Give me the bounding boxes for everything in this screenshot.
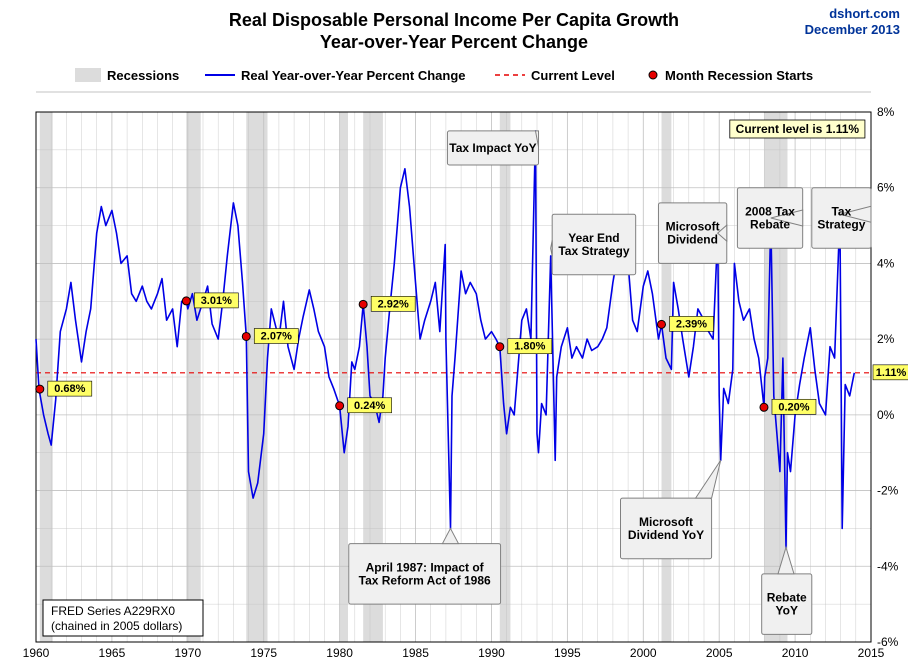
callout-text: Tax Reform Act of 1986: [359, 573, 491, 587]
y-tick-label: -2%: [877, 484, 899, 498]
legend-swatch-marker: [649, 71, 657, 79]
marker-label: 2.07%: [261, 330, 292, 342]
x-tick-label: 1965: [99, 646, 126, 660]
y-tick-label: -4%: [877, 559, 899, 573]
fred-line1: FRED Series A229RX0: [51, 604, 175, 618]
callout-text: Microsoft: [666, 220, 720, 234]
fred-line2: (chained in 2005 dollars): [51, 619, 182, 633]
recession-start-marker: [242, 332, 250, 340]
callout-text: Year End: [568, 231, 619, 245]
x-tick-label: 1985: [402, 646, 429, 660]
y-tick-label: 0%: [877, 408, 895, 422]
callout-text: April 1987: Impact of: [366, 560, 485, 574]
y-tick-label: 2%: [877, 332, 895, 346]
callout-text: Tax Strategy: [558, 244, 629, 258]
y-tick-label: 8%: [877, 105, 895, 119]
marker-label: 0.20%: [778, 401, 809, 413]
callout-text: Dividend YoY: [628, 528, 704, 542]
x-tick-label: 1990: [478, 646, 505, 660]
marker-label: 2.92%: [378, 298, 409, 310]
callout-text: Rebate: [750, 218, 790, 232]
x-tick-label: 1975: [250, 646, 277, 660]
recession-start-marker: [760, 403, 768, 411]
x-tick-label: 1980: [326, 646, 353, 660]
legend-recessions: Recessions: [107, 68, 179, 83]
x-tick-label: 1995: [554, 646, 581, 660]
legend-marker: Month Recession Starts: [665, 68, 813, 83]
recession-start-marker: [359, 300, 367, 308]
x-tick-label: 2005: [706, 646, 733, 660]
legend-swatch-recessions: [75, 68, 101, 82]
recession-start-marker: [336, 402, 344, 410]
x-tick-label: 1970: [174, 646, 201, 660]
chart-title-1: Real Disposable Personal Income Per Capi…: [229, 10, 679, 30]
recession-start-marker: [657, 320, 665, 328]
recession-start-marker: [36, 385, 44, 393]
callout-text: Strategy: [817, 218, 865, 232]
marker-label: 2.39%: [676, 318, 707, 330]
x-tick-label: 2000: [630, 646, 657, 660]
marker-label: 0.24%: [354, 400, 385, 412]
y-tick-label: 4%: [877, 256, 895, 270]
chart-title-2: Year-over-Year Percent Change: [320, 32, 588, 52]
current-level-text: Current level is 1.11%: [736, 122, 860, 136]
callout-text: Tax Impact YoY: [449, 141, 536, 155]
x-tick-label: 2010: [782, 646, 809, 660]
y-tick-label: -6%: [877, 635, 899, 649]
source-site: dshort.com: [829, 6, 900, 21]
callout-text: YoY: [776, 604, 798, 618]
marker-label: 3.01%: [201, 295, 232, 307]
source-date: December 2013: [805, 22, 900, 37]
callout-text: Rebate: [767, 591, 807, 605]
x-tick-label: 1960: [23, 646, 50, 660]
recession-start-marker: [496, 343, 504, 351]
legend-current: Current Level: [531, 68, 615, 83]
callout-text: Tax: [831, 205, 851, 219]
callout-text: Microsoft: [639, 515, 693, 529]
callout-text: Dividend: [667, 233, 718, 247]
y-tick-label: 6%: [877, 181, 895, 195]
recession-start-marker: [182, 297, 190, 305]
callout-text: 2008 Tax: [745, 205, 795, 219]
marker-label: 0.68%: [54, 383, 85, 395]
chart-svg: 1960 1965 1970 1975 1980 1985 1990 1995 2000 2005…: [0, 0, 908, 662]
legend-line: Real Year-over-Year Percent Change: [241, 68, 466, 83]
end-label: 1.11%: [876, 367, 907, 379]
chart-container: 1960 1965 1970 1975 1980 1985 1990 1995 2000 2005…: [0, 0, 908, 662]
marker-label: 1.80%: [514, 341, 545, 353]
